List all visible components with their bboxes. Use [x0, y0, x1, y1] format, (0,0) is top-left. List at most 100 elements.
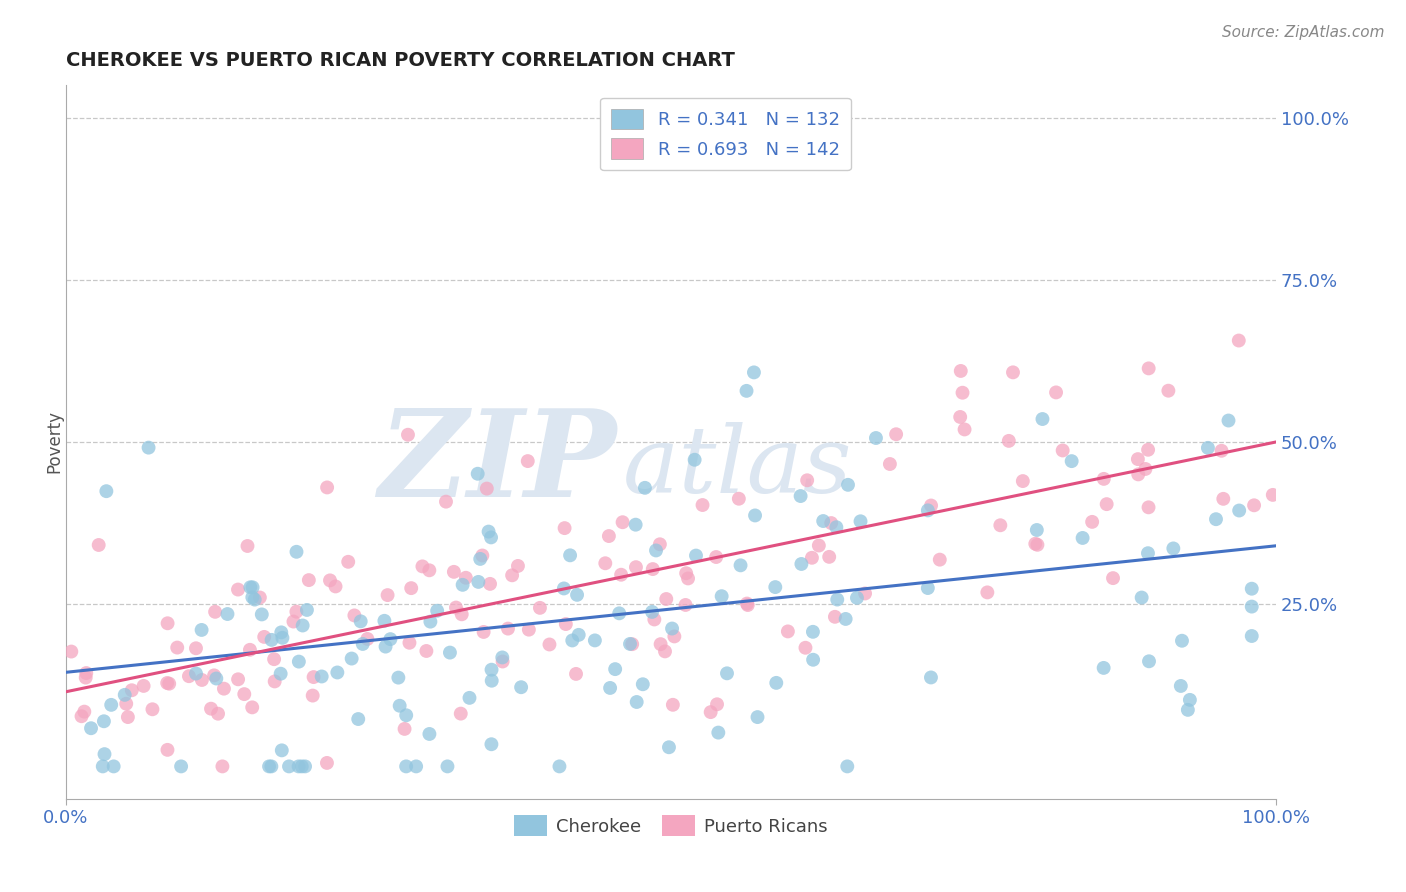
Point	[825, 592, 848, 607]
Point	[396, 427, 419, 442]
Point	[683, 452, 706, 467]
Point	[87, 538, 110, 552]
Point	[132, 679, 155, 693]
Point	[1218, 413, 1240, 427]
Point	[260, 759, 283, 773]
Point	[239, 642, 262, 657]
Point	[458, 690, 481, 705]
Point	[1031, 412, 1053, 426]
Point	[204, 605, 226, 619]
Point	[811, 514, 834, 528]
Point	[491, 655, 513, 669]
Point	[294, 759, 316, 773]
Point	[1157, 384, 1180, 398]
Point	[394, 722, 416, 736]
Point	[121, 683, 143, 698]
Point	[177, 669, 200, 683]
Point	[491, 650, 513, 665]
Point	[742, 365, 765, 379]
Point	[91, 759, 114, 773]
Point	[1177, 703, 1199, 717]
Point	[662, 698, 685, 712]
Point	[807, 539, 830, 553]
Legend: Cherokee, Puerto Ricans: Cherokee, Puerto Ricans	[508, 808, 835, 843]
Point	[561, 633, 583, 648]
Point	[1163, 541, 1185, 556]
Point	[398, 636, 420, 650]
Point	[1243, 498, 1265, 512]
Point	[278, 759, 301, 773]
Point	[744, 508, 766, 523]
Text: ZIP: ZIP	[378, 404, 616, 523]
Point	[664, 629, 686, 643]
Point	[481, 673, 503, 688]
Point	[583, 633, 606, 648]
Point	[837, 759, 859, 773]
Point	[388, 698, 411, 713]
Point	[1071, 531, 1094, 545]
Point	[257, 759, 280, 773]
Point	[648, 537, 671, 551]
Point	[103, 759, 125, 773]
Point	[73, 705, 96, 719]
Point	[207, 706, 229, 721]
Point	[419, 615, 441, 629]
Point	[1137, 500, 1160, 515]
Point	[1212, 491, 1234, 506]
Point	[801, 624, 824, 639]
Point	[952, 385, 974, 400]
Point	[212, 681, 235, 696]
Point	[243, 592, 266, 607]
Point	[1227, 334, 1250, 348]
Point	[730, 558, 752, 573]
Point	[170, 759, 193, 773]
Point	[291, 618, 314, 632]
Point	[242, 580, 264, 594]
Point	[395, 759, 418, 773]
Point	[454, 571, 477, 585]
Point	[418, 563, 440, 577]
Point	[1011, 474, 1033, 488]
Point	[250, 607, 273, 622]
Point	[380, 632, 402, 647]
Point	[285, 605, 308, 619]
Point	[949, 409, 972, 424]
Point	[789, 489, 811, 503]
Point	[96, 484, 118, 499]
Point	[479, 530, 502, 544]
Point	[501, 568, 523, 582]
Point	[467, 467, 489, 481]
Point	[747, 710, 769, 724]
Point	[1130, 591, 1153, 605]
Point	[1240, 629, 1263, 643]
Point	[472, 624, 495, 639]
Point	[1137, 361, 1160, 376]
Point	[316, 480, 339, 494]
Point	[568, 628, 591, 642]
Point	[704, 549, 727, 564]
Point	[917, 503, 939, 517]
Point	[93, 714, 115, 729]
Point	[434, 494, 457, 508]
Point	[138, 441, 160, 455]
Point	[800, 550, 823, 565]
Point	[655, 592, 678, 607]
Point	[1126, 452, 1149, 467]
Point	[1178, 693, 1201, 707]
Point	[645, 543, 668, 558]
Point	[326, 665, 349, 680]
Point	[920, 670, 942, 684]
Point	[399, 581, 422, 595]
Point	[291, 759, 314, 773]
Point	[976, 585, 998, 599]
Point	[865, 431, 887, 445]
Point	[685, 549, 707, 563]
Point	[565, 588, 588, 602]
Point	[953, 422, 976, 436]
Point	[496, 622, 519, 636]
Point	[343, 608, 366, 623]
Point	[298, 573, 321, 587]
Point	[263, 674, 285, 689]
Point	[236, 539, 259, 553]
Point	[658, 740, 681, 755]
